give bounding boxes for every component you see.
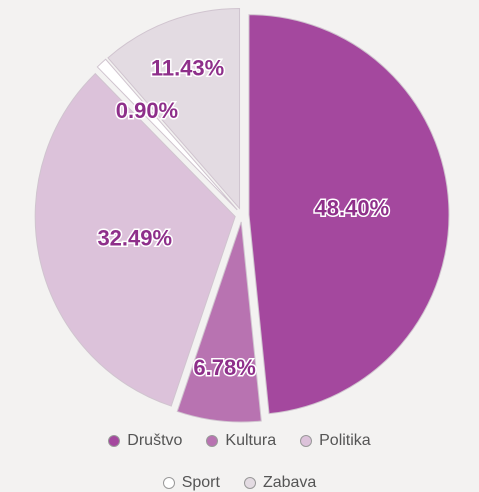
value-label: 6.78%: [193, 355, 255, 380]
legend-marker: [243, 477, 256, 489]
legend-item: Društvo: [108, 432, 182, 450]
pie-slice: [176, 221, 262, 423]
legend-label: Sport: [181, 474, 220, 491]
legend-marker: [108, 435, 121, 447]
legend-item: Zabava: [243, 474, 317, 492]
legend-label: Društvo: [127, 432, 183, 449]
value-label: 32.49%: [97, 225, 172, 250]
pie-slice: [107, 7, 241, 210]
legend-label: Politika: [319, 432, 371, 449]
pie-slice: [96, 58, 238, 211]
value-label: 0.90%: [116, 98, 178, 123]
legend-marker: [300, 435, 313, 447]
legend-marker: [206, 435, 219, 447]
legend-label: Zabava: [262, 474, 317, 491]
legend-marker: [162, 477, 175, 489]
legend: Društvo Kultura Politika Sport Zabava: [0, 432, 479, 492]
value-label: 11.43%: [151, 56, 224, 81]
legend-label: Kultura: [225, 432, 277, 449]
chart: 48.40% 6.78% 32.49% 0.90% 11.43%: [34, 7, 450, 423]
legend-item: Politika: [300, 432, 371, 450]
pie-slice: [34, 72, 236, 407]
legend-item: Kultura: [206, 432, 276, 450]
legend-item: Sport: [162, 474, 220, 492]
value-label: 48.40%: [315, 195, 390, 220]
pie-slice: [248, 14, 450, 415]
